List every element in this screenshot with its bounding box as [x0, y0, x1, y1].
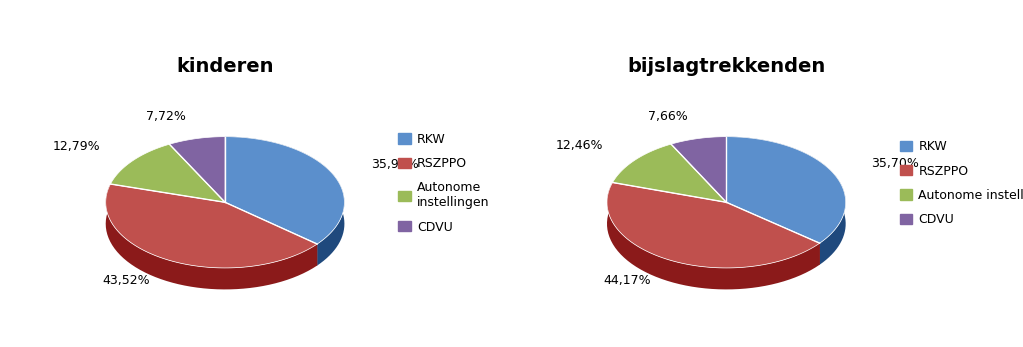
- Polygon shape: [613, 183, 726, 224]
- Text: 12,46%: 12,46%: [555, 139, 603, 152]
- Text: 7,72%: 7,72%: [146, 110, 186, 123]
- Polygon shape: [613, 144, 726, 202]
- Polygon shape: [170, 137, 225, 202]
- Legend: RKW, RSZPPO, Autonome instellingen, CDVU: RKW, RSZPPO, Autonome instellingen, CDVU: [896, 137, 1023, 230]
- Text: 35,97%: 35,97%: [370, 158, 418, 171]
- Polygon shape: [105, 184, 317, 289]
- Polygon shape: [671, 137, 726, 202]
- Legend: RKW, RSZPPO, Autonome
instellingen, CDVU: RKW, RSZPPO, Autonome instellingen, CDVU: [395, 129, 493, 237]
- Polygon shape: [105, 184, 317, 268]
- Polygon shape: [110, 184, 225, 224]
- Polygon shape: [726, 137, 846, 265]
- Text: 43,52%: 43,52%: [102, 274, 149, 287]
- Polygon shape: [726, 137, 846, 243]
- Polygon shape: [225, 202, 317, 265]
- Polygon shape: [225, 202, 317, 265]
- Text: 44,17%: 44,17%: [603, 274, 651, 287]
- Polygon shape: [726, 202, 819, 265]
- Title: kinderen: kinderen: [176, 57, 274, 76]
- Polygon shape: [110, 144, 225, 202]
- Polygon shape: [607, 183, 819, 268]
- Polygon shape: [726, 202, 819, 265]
- Polygon shape: [225, 137, 345, 265]
- Polygon shape: [607, 183, 819, 289]
- Text: 35,70%: 35,70%: [872, 157, 920, 170]
- Text: 7,66%: 7,66%: [649, 110, 687, 123]
- Title: bijslagtrekkenden: bijslagtrekkenden: [627, 57, 826, 76]
- Polygon shape: [225, 137, 345, 244]
- Text: 12,79%: 12,79%: [52, 140, 100, 153]
